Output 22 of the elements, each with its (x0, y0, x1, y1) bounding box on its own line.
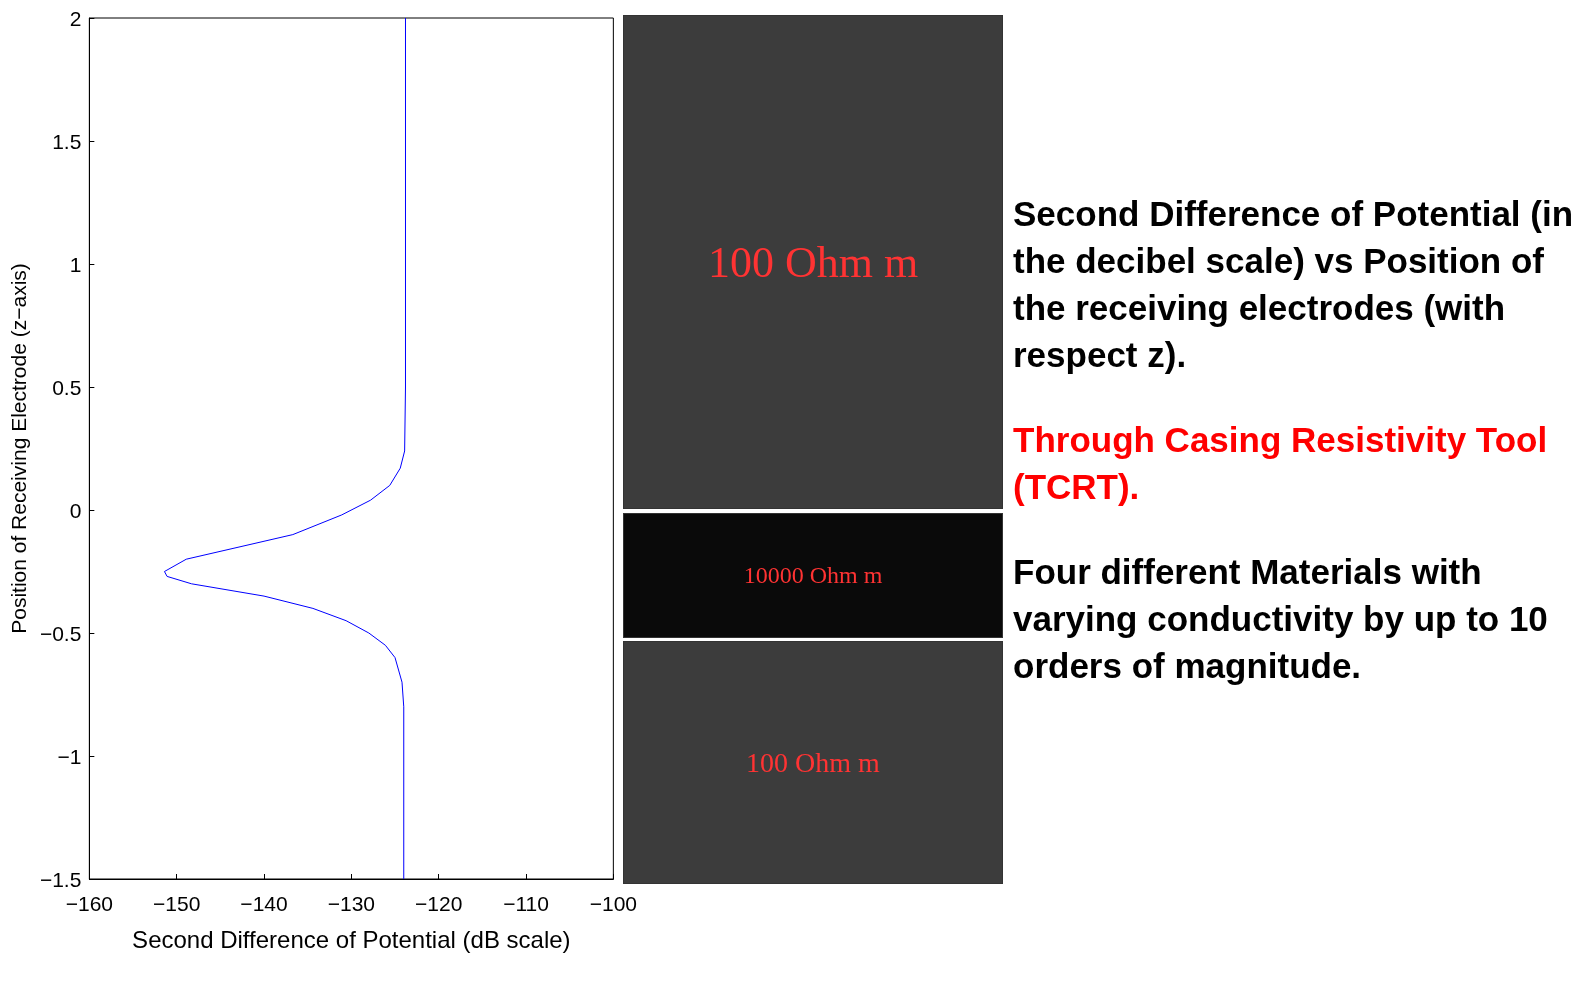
y-axis-title: Position of Receiving Electrode (z−axis) (7, 263, 30, 634)
x-axis-title: Second Difference of Potential (dB scale) (132, 925, 571, 953)
y-tick-label: 1.5 (52, 129, 82, 153)
text: Second Difference of Potential (in the decibel scale) vs Position of the receiving electrodes (with respect z). (1013, 193, 1575, 376)
x-tick-label: −120 (415, 892, 463, 915)
y-tick-label: −1 (57, 744, 82, 768)
line-series (163, 17, 406, 880)
text: Through Casing Resistivity Tool (TCRT). (1013, 419, 1549, 508)
x-tick-label: −150 (153, 892, 201, 915)
x-tick-label: −140 (240, 892, 288, 915)
x-tick-label: −130 (327, 892, 376, 915)
x-tick-label: −160 (65, 892, 114, 915)
x-tick-label: −100 (589, 892, 638, 915)
y-tick-label: 0 (69, 498, 82, 522)
text: Four different Materials with varying conductivity by up to 10 orders of magnitude. (1013, 551, 1549, 687)
y-tick-label: 0.5 (52, 375, 82, 399)
x-tick-label: −110 (503, 892, 549, 915)
layer-diagram: 100 Ohm m 10000 Ohm m 100 Ohm m (623, 15, 1003, 883)
y-tick-label: 2 (69, 6, 82, 30)
y-tick-label: 1 (69, 252, 82, 276)
y-tick-label: −0.5 (39, 621, 82, 645)
y-tick-label: −1.5 (39, 867, 82, 891)
